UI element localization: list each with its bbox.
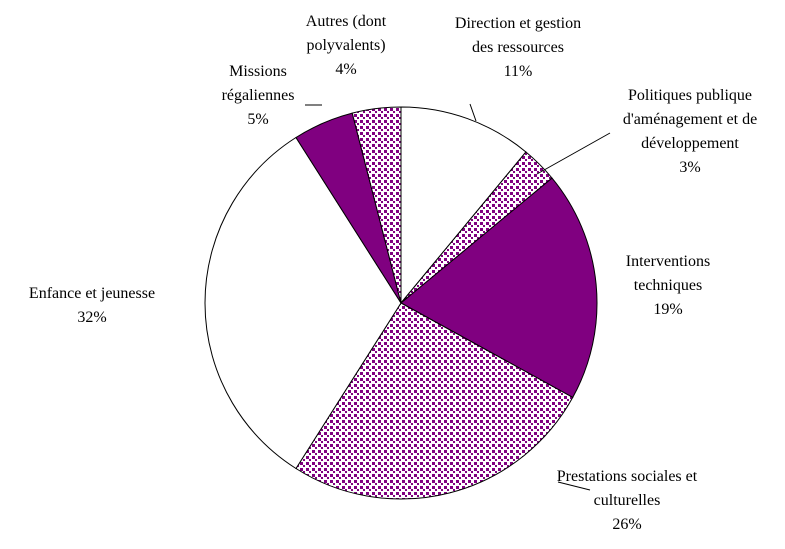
category-label: Interventions techniques (625, 253, 711, 294)
percent-label: 19% (653, 301, 683, 318)
slice-label: Missions régaliennes 5% (213, 60, 303, 132)
leader-line (536, 132, 611, 175)
percent-label: 26% (612, 516, 642, 533)
category-label: Politiques publique d'aménagement et de … (622, 87, 758, 152)
pie-slice (204, 136, 402, 470)
slice-label: Interventions techniques 19% (613, 250, 723, 322)
pie (204, 106, 598, 500)
pie-slice (295, 302, 574, 500)
pie-slice (400, 177, 598, 399)
percent-label: 5% (247, 111, 269, 128)
category-label: Missions régaliennes (221, 63, 295, 104)
slice-label: Prestations sociales et culturelles 26% (555, 465, 700, 537)
category-label: Enfance et jeunesse (28, 285, 156, 302)
category-label: Direction et gestion des ressources (454, 15, 582, 56)
category-label: Autres (dont polyvalents) (305, 13, 387, 54)
slice-label: Autres (dont polyvalents) 4% (296, 10, 396, 82)
slice-label: Politiques publique d'aménagement et de … (620, 84, 760, 180)
pie-slice (400, 106, 527, 305)
percent-label: 32% (77, 309, 107, 326)
slice-label: Direction et gestion des ressources 11% (443, 12, 593, 84)
leader-line (557, 481, 591, 491)
percent-label: 3% (679, 159, 701, 176)
leader-line (469, 103, 477, 122)
pie-slice (351, 106, 402, 304)
percent-label: 4% (335, 61, 357, 78)
percent-label: 11% (503, 63, 533, 80)
leader-lines (305, 103, 611, 491)
category-label: Prestations sociales et culturelles (556, 468, 698, 509)
slice-label: Enfance et jeunesse 32% (0, 282, 192, 330)
